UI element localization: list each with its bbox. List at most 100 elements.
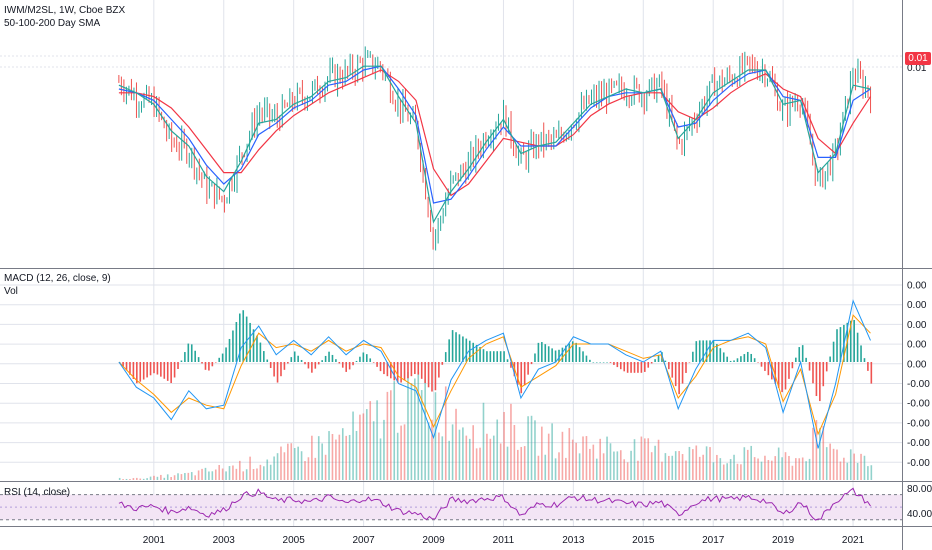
volume-bar <box>554 458 557 480</box>
volume-bar <box>355 430 358 480</box>
histogram-bar <box>184 352 186 362</box>
histogram-bar <box>486 351 488 362</box>
histogram-bar <box>393 362 396 381</box>
vol-title[interactable]: Vol <box>4 286 18 297</box>
histogram-bar <box>396 362 399 383</box>
macd-title[interactable]: MACD (12, 26, close, 9) <box>4 273 111 284</box>
histogram-bar <box>829 356 831 362</box>
volume-bar <box>712 462 715 480</box>
histogram-bar <box>177 362 179 370</box>
macd-histogram <box>118 310 873 402</box>
histogram-bar <box>441 362 444 365</box>
volume-bar <box>506 446 509 480</box>
histogram-bar <box>228 338 231 362</box>
volume-bar <box>709 447 711 480</box>
volume-bar <box>688 446 691 480</box>
histogram-bar <box>379 362 382 372</box>
volume-bar <box>750 445 753 480</box>
histogram-bar <box>307 362 310 369</box>
volume-bar <box>801 457 804 480</box>
volume-bar <box>427 422 430 480</box>
histogram-bar <box>331 354 334 362</box>
volume-bar <box>568 428 571 480</box>
histogram-bar <box>300 359 303 362</box>
histogram-bar <box>496 351 499 362</box>
histogram-bar <box>160 362 162 377</box>
histogram-bar <box>558 349 560 362</box>
volume-bar <box>376 400 378 480</box>
symbol-title[interactable]: IWM/M2SL, 1W, Cboe BZX <box>4 5 126 16</box>
histogram-bar <box>276 362 279 383</box>
volume-bar <box>400 425 402 480</box>
histogram-bar <box>671 362 674 378</box>
histogram-bar <box>544 344 547 362</box>
volume-bar <box>764 455 766 480</box>
rsi-title[interactable]: RSI (14, close) <box>4 487 71 498</box>
volume-bar <box>729 459 732 480</box>
volume-bar <box>218 464 221 480</box>
histogram-bar <box>211 362 214 367</box>
volume-bar <box>208 471 210 480</box>
volume-bar <box>197 470 200 480</box>
histogram-bar <box>585 355 588 362</box>
histogram-bar <box>465 338 468 362</box>
volume-bar <box>551 423 553 480</box>
histogram-bar <box>606 362 608 363</box>
sma-study-label[interactable]: 50-100-200 Day SMA <box>4 18 101 29</box>
volume-bar <box>788 455 790 480</box>
histogram-bar <box>218 357 221 362</box>
volume-bar <box>468 438 471 480</box>
histogram-bar <box>153 362 155 374</box>
volume-bar <box>424 379 426 480</box>
histogram-bar <box>365 354 368 362</box>
volume-bar <box>259 464 262 480</box>
histogram-bar <box>541 342 543 362</box>
histogram-bar <box>534 353 536 362</box>
histogram-bar <box>523 362 526 386</box>
volume-bar <box>448 440 450 480</box>
volume-bar <box>372 421 375 480</box>
volume-bar <box>510 403 512 480</box>
histogram-bar <box>335 359 337 362</box>
histogram-bar <box>781 362 783 393</box>
histogram-bar <box>190 344 193 362</box>
volume-bar <box>369 401 372 480</box>
histogram-bar <box>438 362 440 378</box>
volume-bar <box>843 457 845 480</box>
histogram-bar <box>530 362 533 365</box>
histogram-bar <box>180 360 183 362</box>
current-price-badge: 0.01 <box>905 52 931 65</box>
volume-bar <box>149 476 152 480</box>
histogram-bar <box>451 330 454 362</box>
volume-bar <box>266 459 269 480</box>
volume-bar <box>132 478 135 480</box>
histogram-bar <box>517 362 519 385</box>
volume-bar <box>263 466 265 480</box>
volume-bar <box>238 460 241 480</box>
histogram-bar <box>674 362 677 387</box>
volume-bar <box>194 475 196 480</box>
histogram-bar <box>602 362 605 363</box>
volume-bar <box>245 469 248 480</box>
volume-bar <box>249 456 251 480</box>
volume-bar <box>640 436 643 480</box>
histogram-bar <box>489 351 492 362</box>
histogram-bar <box>287 362 289 364</box>
volume-bar <box>777 447 780 480</box>
histogram-bar <box>290 357 293 362</box>
histogram-bar <box>444 352 447 362</box>
histogram-bar <box>386 362 389 377</box>
volume-bar <box>362 413 365 480</box>
volume-bar <box>280 446 282 480</box>
histogram-bar <box>702 340 704 362</box>
volume-bar <box>390 390 392 480</box>
volume-bar <box>746 449 749 480</box>
histogram-bar <box>726 356 728 362</box>
volume-bar <box>770 460 773 480</box>
histogram-bar <box>355 360 358 362</box>
volume-bar <box>393 381 396 480</box>
volume-bar <box>136 477 138 480</box>
rsi-tick-label: 40.00 <box>907 509 932 520</box>
histogram-bar <box>225 347 227 362</box>
